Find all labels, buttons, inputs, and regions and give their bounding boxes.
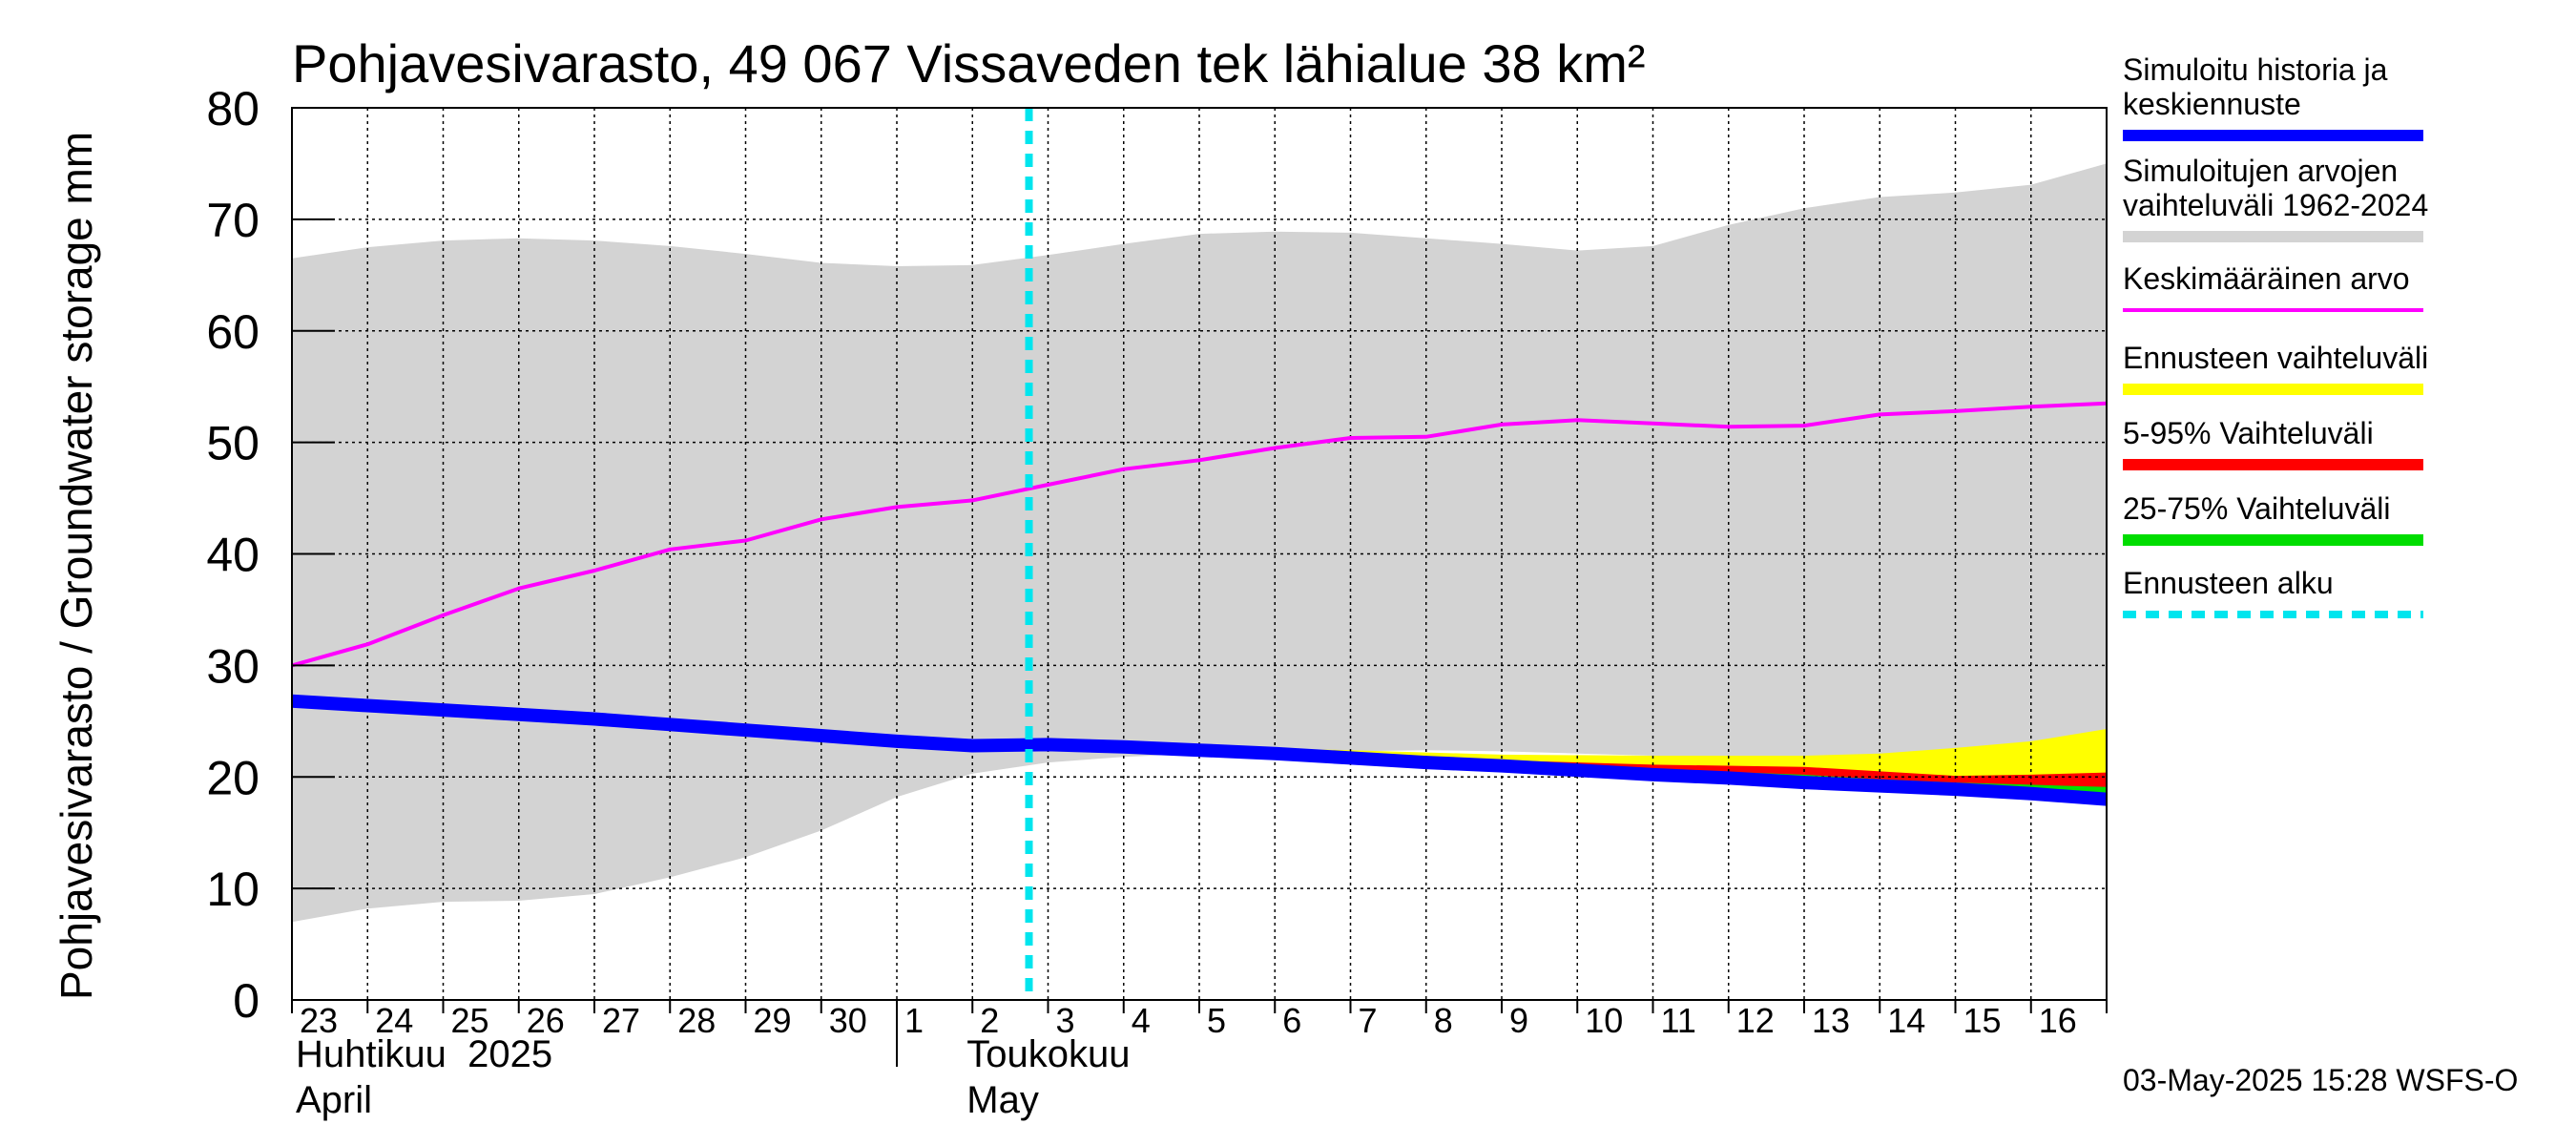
month-label-en: April	[296, 1079, 372, 1121]
legend-label: Keskimääräinen arvo	[2123, 261, 2410, 296]
x-tick-label: 28	[677, 1001, 716, 1040]
y-tick-label: 10	[206, 863, 260, 916]
plot-area	[291, 107, 2108, 1013]
x-tick-label: 2	[980, 1001, 999, 1040]
month-label-fi: Huhtikuu 2025	[296, 1033, 552, 1075]
x-tick-label: 23	[300, 1001, 338, 1040]
y-tick-label: 70	[206, 194, 260, 247]
x-tick-label: 8	[1434, 1001, 1453, 1040]
x-tick-label: 3	[1056, 1001, 1075, 1040]
legend-label: 25-75% Vaihteluväli	[2123, 491, 2390, 526]
x-tick-label: 15	[1963, 1001, 2002, 1040]
x-tick-label: 24	[375, 1001, 413, 1040]
legend-label: 5-95% Vaihteluväli	[2123, 416, 2374, 450]
y-tick-label: 60	[206, 305, 260, 359]
y-tick-label: 80	[206, 82, 260, 135]
x-tick-label: 5	[1207, 1001, 1226, 1040]
x-tick-label: 29	[754, 1001, 792, 1040]
x-tick-label: 7	[1359, 1001, 1378, 1040]
x-tick-label: 12	[1736, 1001, 1775, 1040]
legend-label: Simuloitu historia ja keskiennuste	[2123, 52, 2388, 121]
y-axis-label: Pohjavesivarasto / Groundwater storage m…	[52, 132, 101, 1000]
x-tick-label: 16	[2039, 1001, 2077, 1040]
x-tick-label: 1	[904, 1001, 924, 1040]
x-tick-label: 25	[451, 1001, 489, 1040]
legend-label: Ennusteen alku	[2123, 566, 2334, 600]
x-tick-label: 13	[1812, 1001, 1850, 1040]
line-keskim-r-inen-arvo	[291, 401, 2108, 668]
month-label-en: May	[966, 1079, 1039, 1121]
x-tick-label: 9	[1509, 1001, 1528, 1040]
x-tick-label: 30	[829, 1001, 867, 1040]
line-simuloitu-historia-ja-keskiennuste	[291, 694, 2108, 806]
legend-label: Simuloitujen arvojen vaihteluväli 1962-20…	[2123, 154, 2428, 222]
month-label-fi: Toukokuu	[966, 1033, 1130, 1075]
x-tick-label: 14	[1887, 1001, 1925, 1040]
chart-title: Pohjavesivarasto, 49 067 Vissaveden tek …	[292, 33, 1645, 94]
y-tick-label: 50	[206, 417, 260, 470]
y-tick-label: 40	[206, 529, 260, 582]
x-tick-label: 11	[1661, 1001, 1696, 1040]
x-tick-label: 27	[602, 1001, 640, 1040]
y-tick-label: 0	[233, 974, 260, 1028]
x-tick-label: 4	[1132, 1001, 1151, 1040]
timestamp: 03-May-2025 15:28 WSFS-O	[2123, 1063, 2518, 1097]
y-tick-label: 30	[206, 639, 260, 693]
legend-label: Ennusteen vaihteluväli	[2123, 341, 2428, 375]
x-tick-label: 6	[1282, 1001, 1301, 1040]
y-tick-label: 20	[206, 751, 260, 804]
legend: Simuloitu historia ja keskiennuste Simuloi…	[2123, 52, 2428, 618]
x-tick-label: 10	[1585, 1001, 1623, 1040]
x-tick-label: 26	[527, 1001, 565, 1040]
